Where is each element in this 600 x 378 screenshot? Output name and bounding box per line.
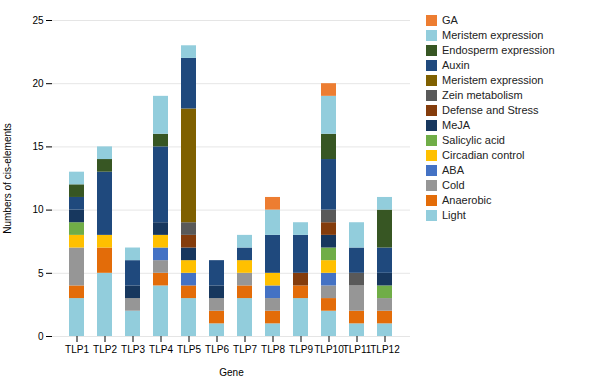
svg-text:15: 15	[32, 141, 44, 152]
html-text:Light: Light	[442, 209, 466, 221]
html-text:Auxin: Auxin	[442, 59, 470, 71]
html-text:Anaerobic: Anaerobic	[442, 194, 492, 206]
html-text:GA: GA	[442, 14, 458, 26]
svg-text:TLP10: TLP10	[314, 344, 344, 355]
svg-text:TLP2: TLP2	[93, 344, 117, 355]
html-text:Zein metabolism: Zein metabolism	[442, 89, 523, 101]
svg-text:5: 5	[38, 268, 44, 279]
svg-text:Numbers of cis-elements: Numbers of cis-elements	[2, 123, 13, 234]
svg-text:TLP11: TLP11	[343, 344, 372, 355]
html-text:Salicylic acid: Salicylic acid	[442, 134, 505, 146]
html-text:Meristem expression: Meristem expression	[442, 74, 544, 86]
html-text:Defense and Stress: Defense and Stress	[442, 104, 539, 116]
svg-text:TLP4: TLP4	[149, 344, 173, 355]
svg-text:TLP3: TLP3	[121, 344, 145, 355]
svg-text:TLP12: TLP12	[370, 344, 400, 355]
svg-text:TLP5: TLP5	[177, 344, 201, 355]
svg-text:0: 0	[38, 331, 44, 342]
html-text:Meristem expression: Meristem expression	[442, 29, 544, 41]
svg-text:10: 10	[32, 204, 44, 215]
html-text:Circadian control: Circadian control	[442, 149, 525, 161]
html-text:MeJA: MeJA	[442, 119, 471, 131]
svg-text:TLP6: TLP6	[205, 344, 229, 355]
html-text:ABA: ABA	[442, 164, 464, 176]
svg-text:TLP9: TLP9	[289, 344, 313, 355]
svg-text:Gene: Gene	[219, 367, 244, 378]
svg-text:25: 25	[32, 15, 44, 26]
html-text:Cold: Cold	[442, 179, 465, 191]
svg-text:20: 20	[32, 78, 44, 89]
svg-text:TLP8: TLP8	[261, 344, 285, 355]
svg-text:TLP1: TLP1	[65, 344, 89, 355]
svg-text:TLP7: TLP7	[233, 344, 257, 355]
html-text:Endosperm expression: Endosperm expression	[442, 44, 555, 56]
